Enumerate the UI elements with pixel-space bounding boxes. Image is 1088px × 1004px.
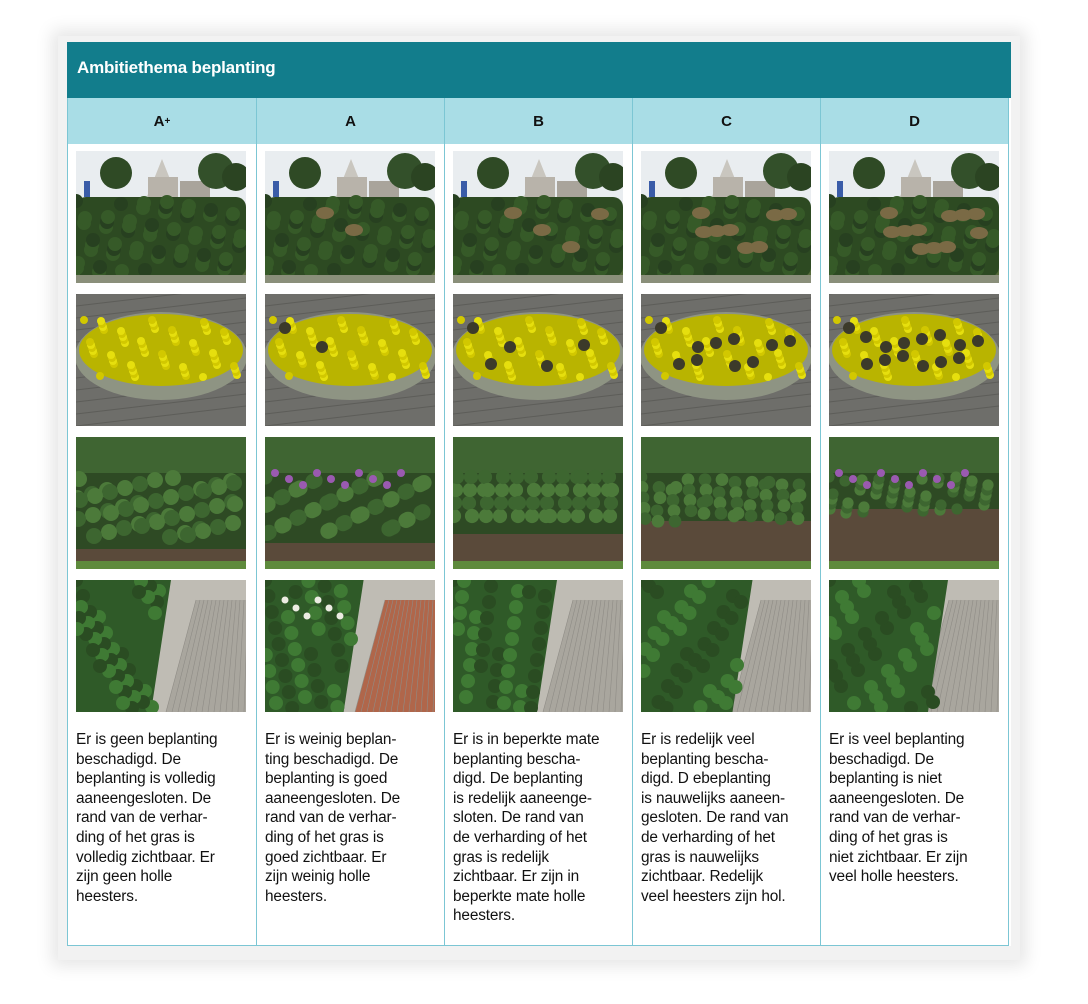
flowerbed-photo <box>829 294 999 426</box>
grade-column-4: C Er is redelijk veel beplanting bescha- … <box>632 98 820 946</box>
grade-description: Er is geen beplanting beschadigd. De bep… <box>76 731 218 905</box>
column-bottom-border <box>445 945 632 946</box>
grade-column-3: B Er is in beperkte mate beplanting besch… <box>444 98 632 946</box>
grade-description: Er is weinig beplan- ting beschadigd. De… <box>265 731 401 905</box>
grade-header: D <box>821 98 1008 144</box>
grade-label: A <box>153 112 165 130</box>
table-title: Ambitiethema beplanting <box>77 58 276 77</box>
grade-label: C <box>721 112 732 130</box>
grade-superscript: + <box>164 115 171 127</box>
grade-label: D <box>909 112 920 130</box>
column-bottom-border <box>257 945 444 946</box>
shrubs-photo <box>829 437 999 569</box>
grade-header: B <box>445 98 632 144</box>
grade-columns: A + Er is geen beplanting beschadigd. De b… <box>67 98 1011 946</box>
column-bottom-border <box>68 945 256 946</box>
grade-label: A <box>345 112 356 130</box>
grade-description: Er is redelijk veel beplanting bescha- d… <box>641 731 789 905</box>
shrubs-photo <box>76 437 246 569</box>
grade-description: Er is veel beplanting beschadigd. De bep… <box>829 731 968 886</box>
path-shrubs-photo <box>76 580 246 712</box>
flowerbed-photo <box>265 294 435 426</box>
grade-column-2: A Er is weinig beplan- ting beschadigd. D… <box>256 98 444 946</box>
flowerbed-photo <box>641 294 811 426</box>
shrubs-photo <box>265 437 435 569</box>
hedge-photo <box>265 151 435 283</box>
path-shrubs-photo <box>829 580 999 712</box>
shrubs-photo <box>641 437 811 569</box>
path-shrubs-photo <box>641 580 811 712</box>
table-title-bar: Ambitiethema beplanting <box>67 42 1011 98</box>
flowerbed-photo <box>453 294 623 426</box>
hedge-photo <box>453 151 623 283</box>
hedge-photo <box>829 151 999 283</box>
path-shrubs-photo <box>265 580 435 712</box>
hedge-photo <box>641 151 811 283</box>
grade-column-1: A + Er is geen beplanting beschadigd. De b… <box>67 98 256 946</box>
hedge-photo <box>76 151 246 283</box>
shrubs-photo <box>453 437 623 569</box>
column-bottom-border <box>821 945 1008 946</box>
grade-header: C <box>633 98 820 144</box>
grade-label: B <box>533 112 544 130</box>
grade-header: A <box>257 98 444 144</box>
grade-column-5: D Er is veel beplanting beschadigd. De be… <box>820 98 1009 946</box>
planting-ambition-table: Ambitiethema beplanting A + Er is geen bep… <box>67 42 1011 946</box>
column-bottom-border <box>633 945 820 946</box>
grade-header: A + <box>68 98 256 144</box>
path-shrubs-photo <box>453 580 623 712</box>
grade-description: Er is in beperkte mate beplanting bescha… <box>453 731 600 925</box>
flowerbed-photo <box>76 294 246 426</box>
